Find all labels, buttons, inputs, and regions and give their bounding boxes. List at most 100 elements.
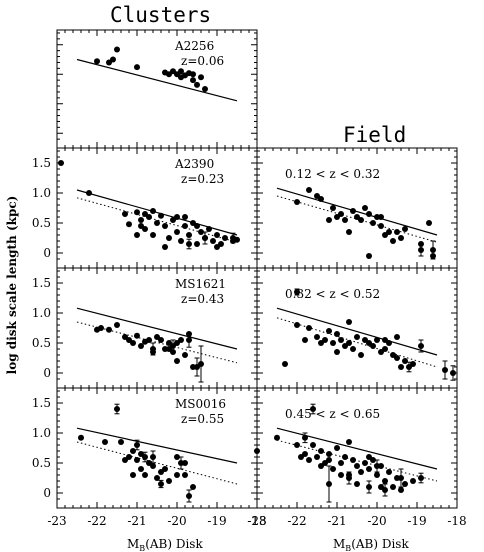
data-point [398,487,404,493]
data-point [382,478,388,484]
data-point [338,472,344,478]
x-label-left-rest: (AB) Disk [145,537,203,551]
fit-line-dotted [276,317,438,368]
panel-field2: 0.32 < z < 0.52 [256,267,458,389]
data-point [362,205,368,211]
data-point [386,469,392,475]
y-tick-label: 1.0 [32,186,51,200]
data-point [274,434,280,441]
data-point [114,46,120,53]
data-point [134,209,140,216]
data-point [126,454,132,460]
x-tick-label: -20 [367,514,386,528]
x-tick-label: -20 [167,514,186,528]
data-point [178,74,184,81]
data-point [306,187,312,193]
data-point [334,349,340,355]
data-point [382,337,388,343]
data-point [190,77,196,84]
data-point [390,484,396,490]
data-point [294,199,300,205]
data-point-error [418,247,424,253]
x-tick-label: -21 [127,514,146,528]
data-point-error [326,481,332,487]
data-point [162,466,168,472]
y-tick-label: 0 [43,486,51,500]
fit-line-dotted [276,439,438,482]
data-point [382,346,388,352]
y-tick-label: 1.5 [32,396,51,410]
data-point [350,208,356,214]
data-point [254,448,260,454]
data-point [318,463,324,469]
data-point [378,214,384,220]
data-point [330,205,336,211]
y-tick-label: 1.0 [32,306,51,320]
data-point [358,217,364,223]
data-point [350,457,356,463]
x-tick-label: -23 [47,514,66,528]
y-tick-label: 0.5 [32,336,51,350]
data-point [306,325,312,331]
data-point [130,448,136,454]
data-point [346,439,352,445]
data-point-error [406,364,412,370]
data-point-error [382,487,388,493]
x-label-right-sub: B [345,544,351,552]
x-tick-label: -18 [247,514,266,528]
data-point [58,160,64,166]
x-tick-label: -19 [207,514,226,528]
data-point [150,208,156,214]
data-point [146,214,152,220]
data-point [138,217,144,223]
data-point [374,337,380,343]
data-point [346,229,352,235]
x-axis-label-left: MB(AB) Disk [127,537,203,552]
data-point [182,214,188,220]
svg-text:MB(AB) Disk: MB(AB) Disk [127,537,203,552]
panel-frame [56,29,258,149]
data-point [154,475,160,481]
data-point [326,217,332,223]
data-point [174,214,180,220]
data-point [110,56,116,63]
x-tick-label: -18 [447,514,466,528]
data-point [294,322,300,328]
panel-field1: 0.12 < z < 0.32 [256,147,458,269]
data-point [314,454,320,460]
data-point [322,337,328,343]
data-point [402,226,408,232]
data-point [362,460,368,466]
data-point [190,484,196,490]
data-point [358,469,364,475]
x-tick-label: -21 [327,514,346,528]
fit-line-solid [76,427,238,464]
data-point-error [186,241,192,247]
data-point-error [450,370,456,376]
data-point [206,226,212,232]
data-point [338,337,344,343]
data-point [106,326,112,333]
data-point-error [418,343,424,349]
data-point [190,71,196,78]
panel-redshift: z=0.23 [181,172,224,186]
data-point-error [230,235,236,241]
data-point [138,223,144,229]
data-point [130,340,136,346]
data-point [194,241,200,247]
data-point [174,454,180,460]
data-point [338,211,344,217]
data-point [378,223,384,229]
x-axis-label-right: MB(AB) Disk [333,537,409,552]
data-point [126,221,132,228]
data-point [146,337,152,343]
data-point [166,235,172,241]
data-point [142,472,148,478]
fit-line-solid [76,58,238,102]
data-point [134,232,140,238]
data-point [186,232,192,238]
panel-label: 0.32 < z < 0.52 [285,287,380,301]
